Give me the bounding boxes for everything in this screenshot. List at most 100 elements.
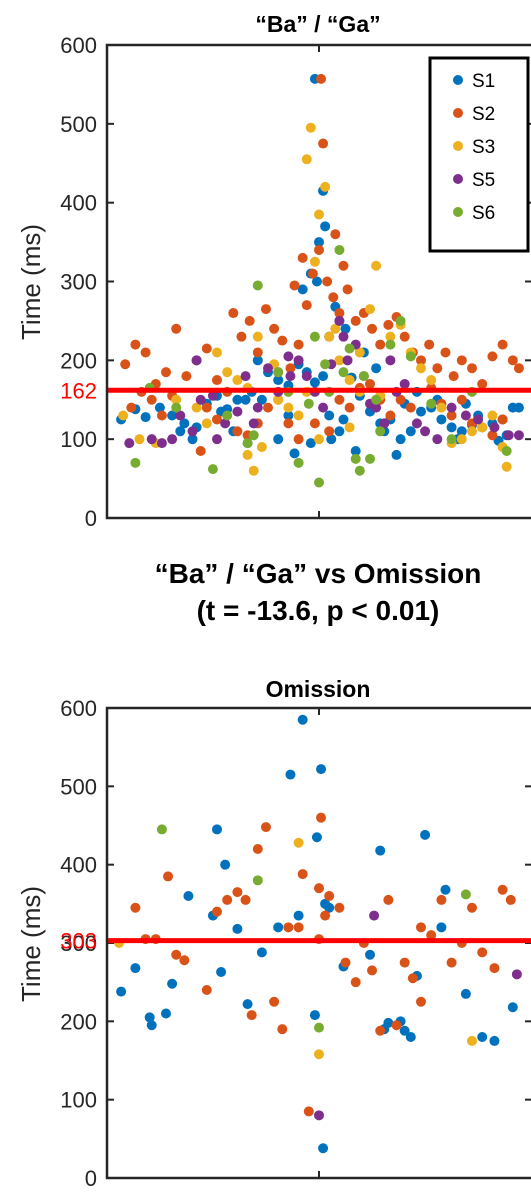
data-point-s2 — [260, 304, 271, 315]
data-point-s2 — [263, 402, 273, 413]
legend-label-s1: S1 — [472, 71, 495, 92]
data-points-omission — [114, 714, 522, 1154]
data-point-s2 — [201, 985, 212, 995]
data-point-s2 — [344, 402, 355, 413]
data-point-s3 — [309, 256, 320, 267]
data-point-s1 — [216, 966, 227, 977]
data-point-s2 — [497, 414, 508, 425]
data-point-s2 — [391, 1020, 402, 1031]
data-point-s2 — [126, 402, 137, 413]
data-point-s1 — [167, 978, 178, 989]
data-point-s3 — [191, 402, 202, 413]
y-tick-labels-ba-ga: 0 100 200 300 400 500 600 — [60, 33, 531, 531]
data-point-s2 — [416, 996, 426, 1007]
data-point-s1 — [436, 414, 447, 425]
data-point-s3 — [456, 434, 467, 445]
data-point-s1 — [293, 910, 304, 921]
y-tick-label: 300 — [60, 270, 97, 295]
data-point-s2 — [293, 922, 304, 933]
data-point-s2 — [316, 73, 327, 84]
data-point-s1 — [318, 1143, 329, 1154]
data-point-s2 — [232, 426, 243, 437]
data-point-s2 — [489, 963, 500, 974]
data-point-s2 — [212, 375, 222, 386]
data-point-s5 — [263, 363, 273, 374]
data-point-s1 — [436, 922, 447, 933]
data-point-s2 — [350, 315, 361, 326]
data-point-s2 — [181, 371, 192, 382]
data-point-s5 — [446, 402, 457, 413]
chart-omission: Omission Time (ms) 0 100 200 300 400 500 600 3… — [16, 676, 531, 1191]
data-point-s2 — [252, 347, 263, 358]
data-point-s3 — [283, 402, 294, 413]
data-point-s1 — [311, 832, 322, 843]
data-point-s2 — [383, 319, 394, 330]
data-point-s5 — [191, 355, 202, 366]
data-point-s2 — [130, 339, 141, 350]
data-point-s3 — [273, 394, 284, 405]
data-point-s2 — [307, 268, 318, 279]
legend: S1 S2 S3 S5 S6 — [428, 56, 530, 253]
y-tick-label: 200 — [60, 1009, 97, 1034]
data-point-s2 — [367, 965, 378, 976]
data-point-s3 — [232, 375, 243, 386]
data-point-s6 — [314, 1022, 324, 1033]
data-point-s2 — [505, 894, 516, 905]
data-point-s6 — [293, 457, 304, 468]
y-tick-label: 500 — [60, 112, 97, 137]
y-tick-label: 0 — [85, 506, 97, 531]
legend-box — [428, 56, 530, 253]
data-point-s5 — [187, 426, 198, 437]
data-point-s3 — [501, 461, 512, 472]
data-point-s3 — [324, 331, 335, 342]
data-point-s2 — [334, 394, 345, 405]
data-point-s1 — [273, 922, 284, 933]
data-point-s1 — [309, 377, 320, 388]
data-point-s6 — [354, 465, 365, 476]
data-point-s2 — [252, 844, 263, 854]
data-point-s3 — [314, 209, 324, 220]
data-point-s1 — [324, 902, 335, 913]
data-point-s3 — [334, 355, 345, 366]
data-point-s5 — [503, 430, 514, 441]
data-point-s3 — [344, 422, 355, 433]
data-point-s2 — [448, 371, 459, 382]
data-point-s1 — [507, 1002, 518, 1013]
data-point-s3 — [344, 375, 355, 386]
data-point-s5 — [293, 355, 304, 366]
data-point-s1 — [405, 1032, 416, 1042]
data-point-s2 — [487, 430, 498, 441]
legend-marker-s2 — [453, 108, 463, 118]
data-point-s6 — [156, 824, 167, 835]
data-point-s2 — [424, 339, 435, 350]
data-point-s2 — [283, 418, 294, 429]
data-point-s1 — [154, 402, 165, 413]
data-point-s2 — [365, 378, 375, 389]
data-point-s3 — [242, 449, 253, 460]
data-point-s2 — [399, 331, 410, 342]
data-point-s6 — [252, 875, 263, 886]
data-point-s2 — [171, 323, 182, 334]
data-point-s6 — [446, 434, 457, 445]
data-point-s6 — [405, 351, 416, 362]
data-point-s2 — [507, 355, 518, 366]
data-point-s2 — [130, 902, 141, 913]
data-point-s1 — [179, 418, 190, 429]
data-point-s2 — [456, 394, 467, 405]
data-point-s2 — [318, 138, 329, 149]
data-point-s5 — [399, 378, 410, 389]
data-point-s2 — [513, 363, 524, 374]
data-point-s2 — [334, 902, 345, 913]
data-point-s5 — [232, 406, 243, 417]
data-point-s5 — [342, 355, 353, 366]
data-point-s5 — [175, 410, 186, 421]
data-point-s1 — [220, 859, 231, 870]
data-point-s5 — [146, 434, 157, 445]
data-point-s3 — [487, 410, 498, 421]
data-point-s1 — [297, 714, 308, 725]
data-point-s1 — [318, 371, 329, 382]
data-point-s6 — [171, 402, 182, 413]
data-point-s1 — [232, 394, 243, 405]
data-point-s6 — [314, 477, 324, 488]
data-point-s2 — [405, 402, 416, 413]
